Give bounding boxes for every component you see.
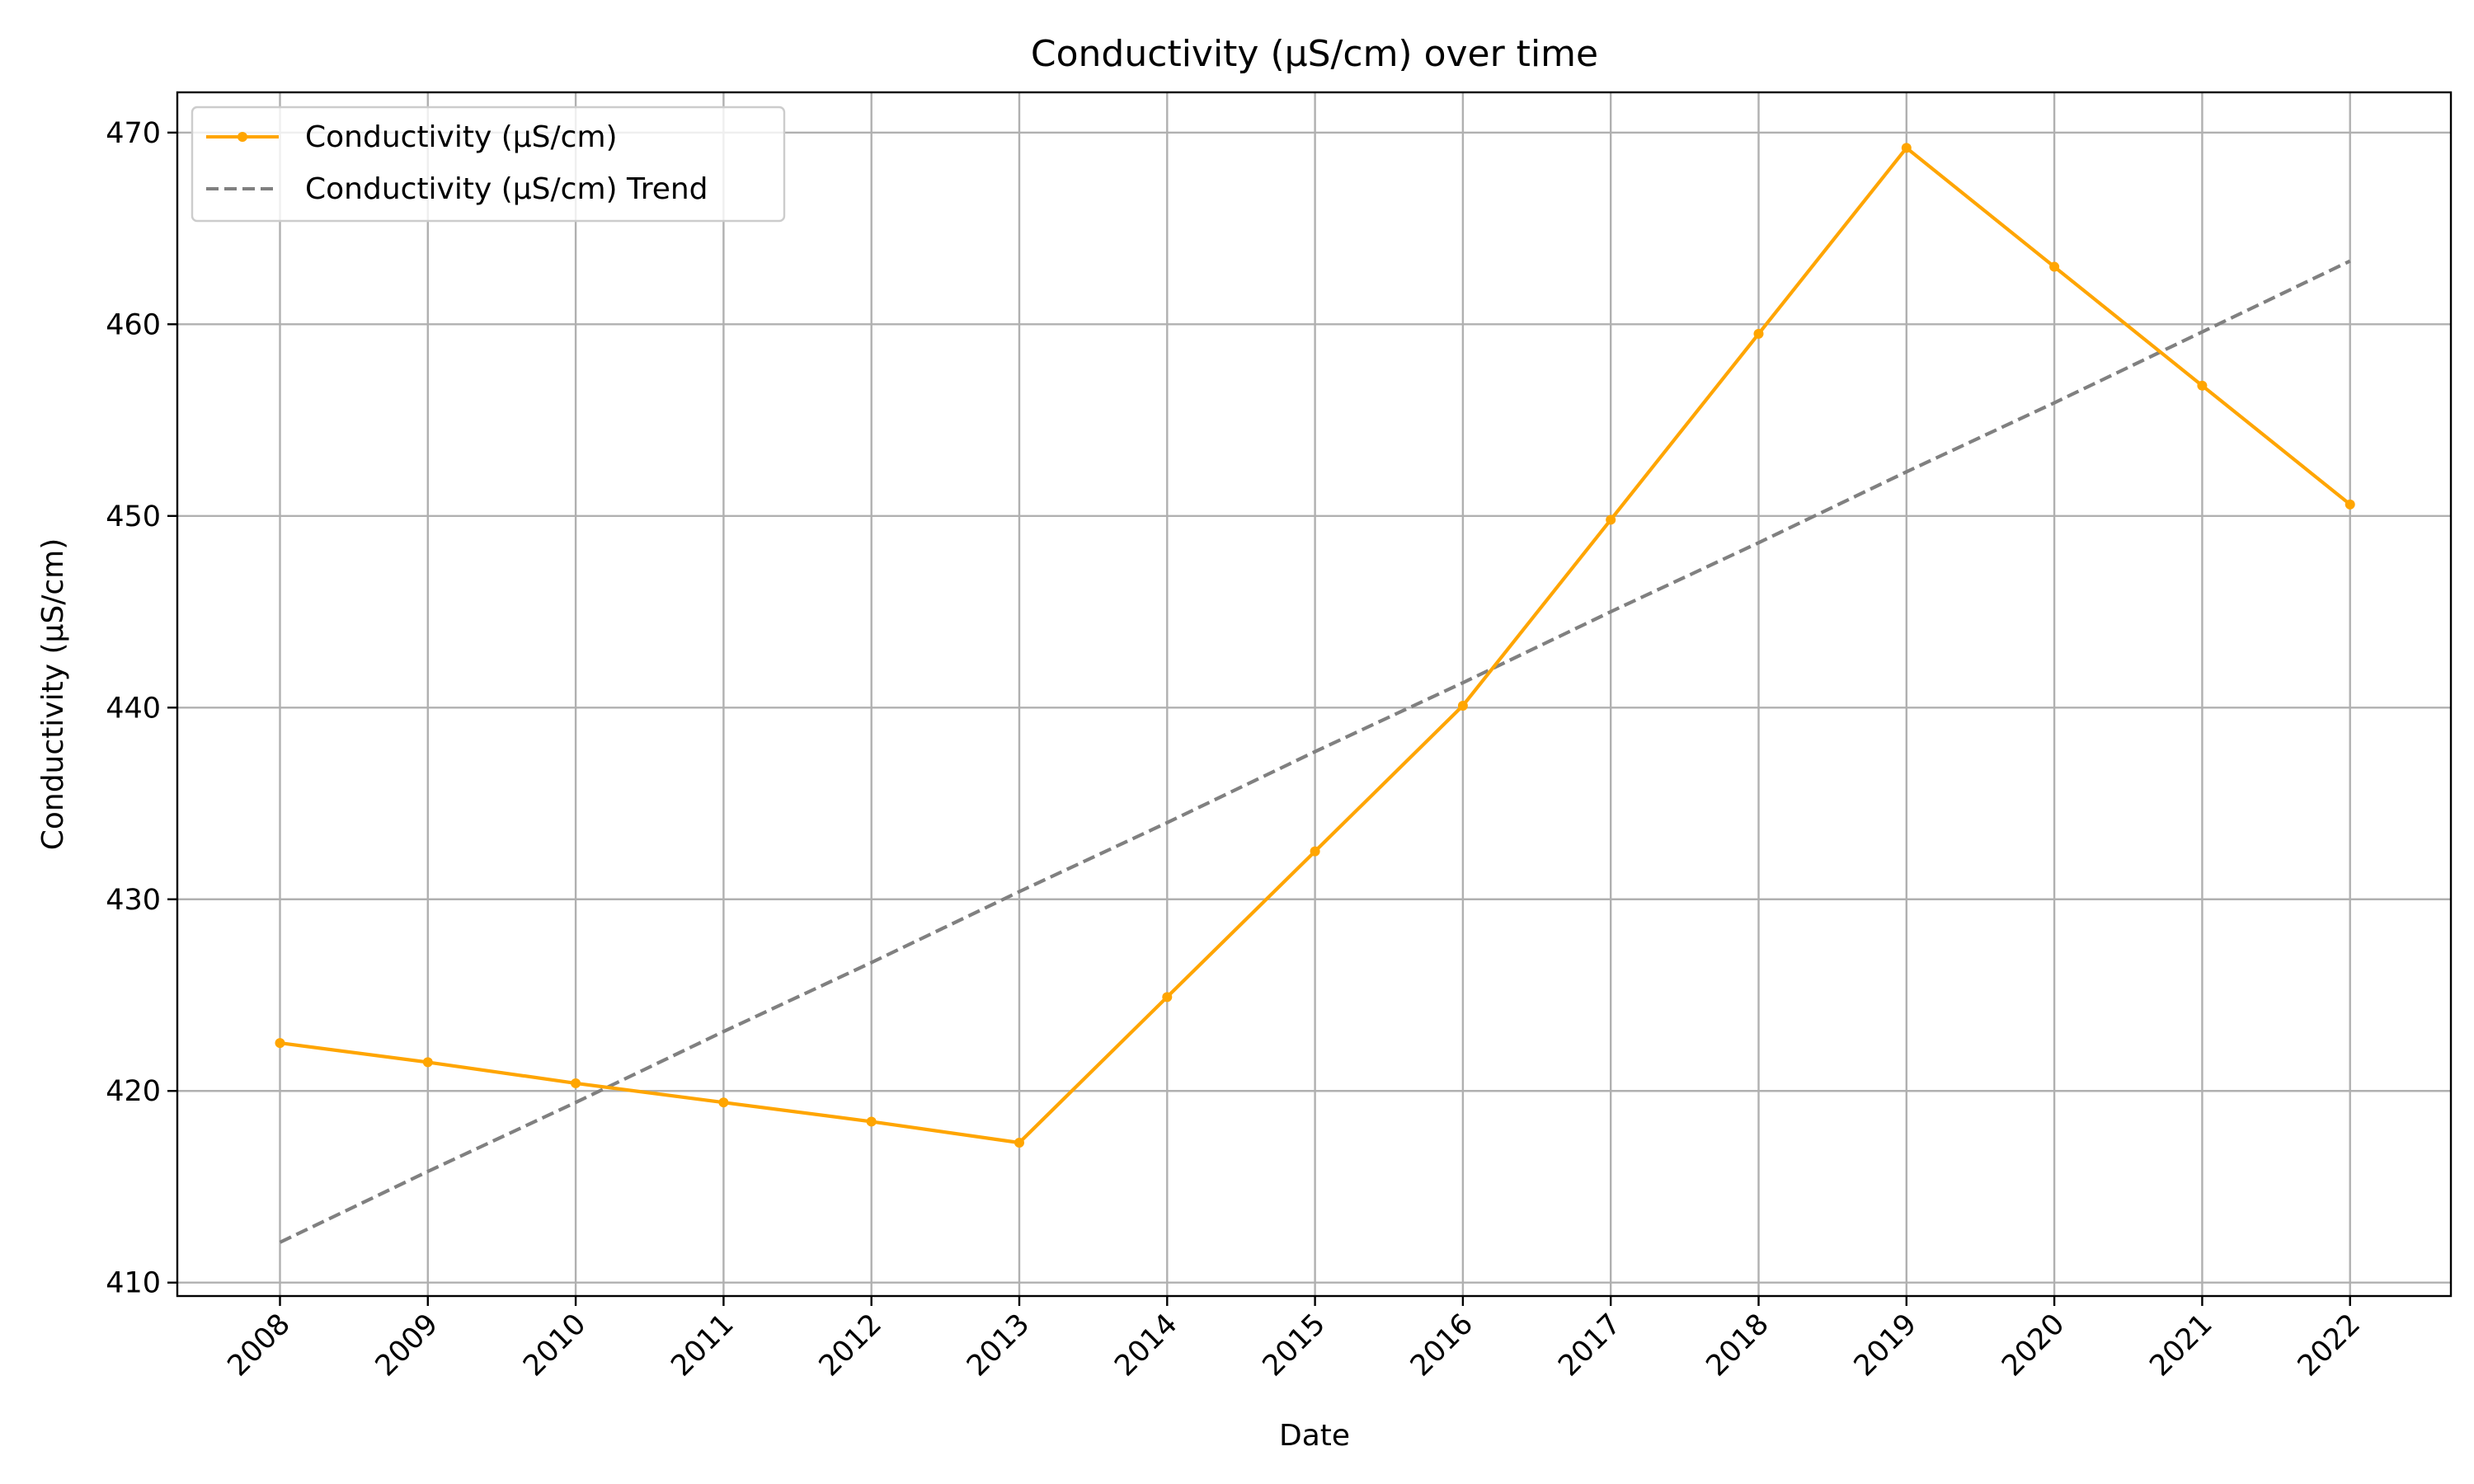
x-tick-label: 2022: [2292, 1308, 2367, 1383]
data-point: [2049, 261, 2060, 272]
y-tick-label: 470: [106, 117, 161, 150]
legend: Conductivity (µS/cm) Conductivity (µS/cm…: [190, 106, 786, 223]
x-tick-label: 2010: [517, 1308, 592, 1383]
data-point: [1753, 328, 1764, 339]
data-point: [1606, 514, 1616, 525]
data-point: [422, 1057, 433, 1068]
x-tick-label: 2009: [369, 1308, 444, 1383]
data-point: [866, 1116, 877, 1127]
x-tick-label: 2018: [1700, 1308, 1776, 1383]
y-tick-label: 450: [106, 500, 161, 533]
y-tick-label: 460: [106, 308, 161, 341]
grid: [177, 92, 2451, 1296]
data-point: [1901, 143, 1912, 153]
x-axis: 2008 2009 2010 2011 2012 2013 2014 2015 2016 2017…: [222, 1296, 2367, 1383]
y-axis: 410 420 430 440 450 460 470: [106, 117, 177, 1300]
legend-marker-series-1: [238, 132, 247, 142]
data-point: [571, 1078, 581, 1088]
x-tick-label: 2021: [2143, 1308, 2218, 1383]
x-tick-label: 2008: [222, 1308, 297, 1383]
data-point: [2345, 499, 2355, 510]
x-tick-label: 2011: [665, 1308, 740, 1383]
data-point: [1162, 992, 1173, 1003]
y-tick-label: 410: [106, 1267, 161, 1300]
data-point: [1457, 700, 1468, 711]
data-point: [1310, 846, 1320, 857]
x-tick-label: 2016: [1404, 1308, 1479, 1383]
data-point: [275, 1038, 285, 1049]
data-point: [2197, 380, 2208, 391]
x-axis-label: Date: [1279, 1419, 1350, 1453]
legend-label-series-1: Conductivity (µS/cm): [305, 120, 618, 154]
chart-title: Conductivity (µS/cm) over time: [1031, 33, 1598, 75]
data-point: [1014, 1138, 1024, 1148]
x-tick-label: 2019: [1848, 1308, 1923, 1383]
legend-box: [190, 106, 786, 223]
x-tick-label: 2014: [1108, 1308, 1183, 1383]
y-tick-label: 420: [106, 1075, 161, 1108]
x-tick-label: 2015: [1257, 1308, 1332, 1383]
x-tick-label: 2013: [961, 1308, 1036, 1383]
x-tick-label: 2012: [813, 1308, 888, 1383]
data-point: [718, 1097, 729, 1108]
x-tick-label: 2017: [1552, 1308, 1627, 1383]
y-tick-label: 430: [106, 884, 161, 917]
series-layer: [275, 143, 2355, 1244]
y-axis-label: Conductivity (µS/cm): [36, 538, 70, 851]
y-tick-label: 440: [106, 692, 161, 725]
x-tick-label: 2020: [1996, 1308, 2071, 1383]
trend-line: [279, 259, 2351, 1244]
legend-label-series-2: Conductivity (µS/cm) Trend: [305, 172, 708, 206]
